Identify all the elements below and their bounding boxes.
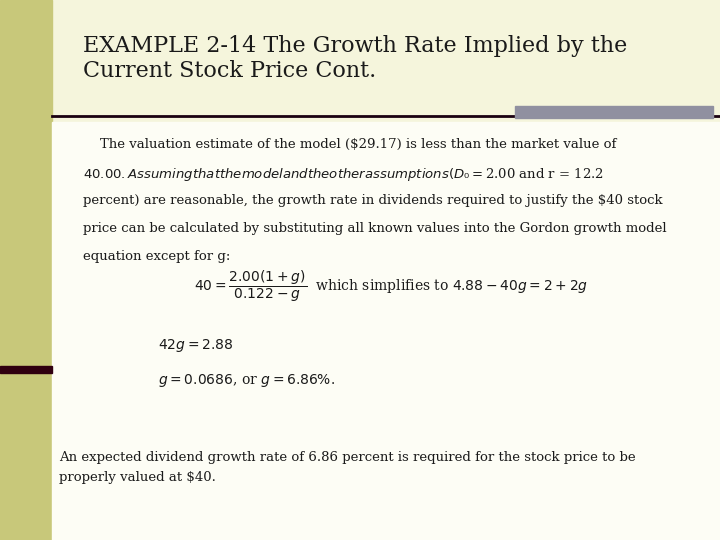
Text: percent) are reasonable, the growth rate in dividends required to justify the $4: percent) are reasonable, the growth rate… xyxy=(83,194,662,207)
Text: $g = 0.0686$, or $g = 6.86\%$.: $g = 0.0686$, or $g = 6.86\%$. xyxy=(158,372,336,389)
Text: $42g = 2.88$: $42g = 2.88$ xyxy=(158,337,233,354)
Text: $40.00. Assuming that the model and the other assumptions (D₀ = $2.00 and r = 12: $40.00. Assuming that the model and the … xyxy=(83,166,603,183)
Text: price can be calculated by substituting all known values into the Gordon growth : price can be calculated by substituting … xyxy=(83,222,667,235)
Bar xyxy=(0,366,52,373)
Bar xyxy=(52,122,720,540)
Text: $40 = \dfrac{2.00(1+g)}{0.122-g}$  which simplifies to $4.88 - 40g = 2 + 2g$: $40 = \dfrac{2.00(1+g)}{0.122-g}$ which … xyxy=(194,268,588,304)
Text: EXAMPLE 2-14 The Growth Rate Implied by the
Current Stock Price Cont.: EXAMPLE 2-14 The Growth Rate Implied by … xyxy=(83,35,627,83)
Text: properly valued at $40.: properly valued at $40. xyxy=(59,471,216,484)
Text: The valuation estimate of the model ($29.17) is less than the market value of: The valuation estimate of the model ($29… xyxy=(83,138,616,151)
Text: equation except for g:: equation except for g: xyxy=(83,250,230,263)
Bar xyxy=(0,0,52,540)
Text: An expected dividend growth rate of 6.86 percent is required for the stock price: An expected dividend growth rate of 6.86… xyxy=(59,451,636,464)
Bar xyxy=(515,106,713,118)
